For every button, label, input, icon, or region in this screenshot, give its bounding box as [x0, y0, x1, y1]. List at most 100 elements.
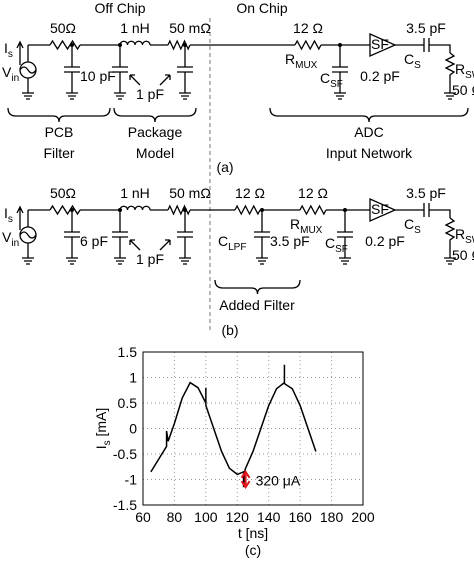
- wire: [114, 92, 126, 100]
- wire: [114, 257, 126, 265]
- label-main: C: [325, 235, 335, 251]
- label: Filter: [43, 145, 74, 161]
- label-main: I: [4, 205, 8, 221]
- wire: [444, 92, 456, 100]
- label: 0.2 pF: [360, 68, 400, 84]
- plot-frame: [142, 351, 364, 506]
- label: CSF: [325, 235, 348, 255]
- x-tick-label: 140: [257, 509, 281, 525]
- wire: [16, 40, 24, 65]
- wire: [22, 92, 34, 100]
- label: CS: [404, 216, 421, 236]
- resistor: [49, 39, 81, 51]
- wire: [334, 92, 346, 100]
- brace: [214, 279, 301, 295]
- label: SF: [371, 36, 389, 52]
- y-tick-label: 1: [129, 370, 137, 386]
- label: 0.2 pF: [365, 233, 405, 249]
- node: [70, 43, 74, 47]
- label: PCB: [45, 124, 74, 140]
- label: CS: [404, 51, 421, 71]
- label-sub: S: [414, 225, 421, 236]
- label: RSW: [455, 226, 474, 246]
- wire: [64, 45, 80, 93]
- x-tick-label: 200: [351, 509, 375, 525]
- node: [183, 43, 187, 47]
- label: RSW: [455, 61, 474, 81]
- label: RMUX: [290, 216, 323, 236]
- wire: [332, 45, 348, 93]
- wire: [256, 257, 268, 265]
- label: Vin: [2, 64, 19, 84]
- label: 1 nH: [120, 20, 150, 36]
- wire: [179, 257, 191, 265]
- y-tick-label: -0.5: [113, 446, 137, 462]
- label-main: I: [93, 445, 109, 449]
- wire: [339, 257, 351, 265]
- y-tick-label: 1.5: [118, 344, 138, 360]
- wire: [19, 231, 37, 239]
- label-sub: s: [102, 440, 113, 445]
- wire: [66, 257, 78, 265]
- wire: [337, 210, 353, 258]
- label-main: R: [455, 226, 465, 242]
- label: Added Filter: [219, 297, 295, 313]
- x-tick-label: 60: [135, 509, 151, 525]
- resistor: [167, 204, 191, 216]
- label-main: R: [455, 61, 465, 77]
- wire: [64, 210, 80, 258]
- label: SF: [371, 201, 389, 217]
- label-sub: in: [11, 238, 19, 249]
- inductor: [119, 40, 151, 46]
- resistor: [167, 39, 191, 51]
- label: ADC: [354, 124, 384, 140]
- label: 10 pF: [80, 68, 116, 84]
- label: Is [mA]: [93, 408, 113, 450]
- x-tick-label: 80: [167, 509, 183, 525]
- wire: [22, 257, 34, 265]
- label: 1 nH: [120, 185, 150, 201]
- label: 3.5 pF: [270, 233, 310, 249]
- label: CSF: [320, 70, 343, 90]
- label: CLPF: [218, 233, 246, 253]
- wire: [395, 203, 451, 218]
- label-main: C: [218, 233, 228, 249]
- label: 6 pF: [80, 233, 108, 249]
- label: Is: [4, 205, 13, 225]
- x-tick-label: 100: [194, 509, 218, 525]
- label: Vin: [2, 229, 19, 249]
- x-tick-label: 160: [288, 509, 312, 525]
- y-tick-label: 0.5: [118, 395, 138, 411]
- y-tick-label: 0: [129, 421, 137, 437]
- buffer: [369, 33, 397, 57]
- annotation: 320 μA: [256, 473, 301, 489]
- label: 12 Ω: [235, 185, 265, 201]
- label: Input Network: [326, 145, 413, 161]
- label-unit: [mA]: [93, 408, 109, 441]
- node: [70, 208, 74, 212]
- label-main: V: [2, 229, 12, 245]
- brace: [7, 107, 111, 123]
- label: 3.5 pF: [406, 20, 446, 36]
- node: [260, 208, 264, 212]
- label: Off Chip: [94, 0, 145, 16]
- label: Package: [128, 124, 183, 140]
- label-main: R: [290, 216, 300, 232]
- label: (b): [221, 322, 238, 338]
- label: 50 Ω: [452, 247, 474, 263]
- node: [183, 208, 187, 212]
- wire: [254, 210, 270, 258]
- label: RMUX: [285, 51, 318, 71]
- wire: [112, 45, 128, 93]
- buffer: [369, 198, 397, 222]
- resistor: [234, 204, 261, 216]
- x-tick-label: 180: [320, 509, 344, 525]
- wire: [129, 74, 171, 86]
- wire: [16, 205, 24, 230]
- wire: [395, 38, 451, 53]
- label: 50 mΩ: [169, 185, 211, 201]
- resistor: [49, 204, 81, 216]
- brace: [269, 107, 469, 123]
- y-tick-label: -1.5: [113, 497, 137, 513]
